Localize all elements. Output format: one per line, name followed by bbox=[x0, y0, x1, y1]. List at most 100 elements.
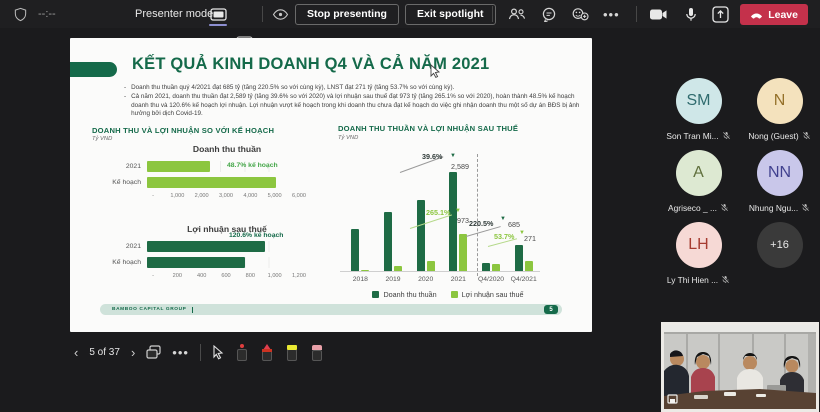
revenue-value-label: 2,589 bbox=[451, 162, 469, 171]
bar-plan bbox=[147, 257, 246, 268]
arrow-marker: ▼ bbox=[519, 230, 525, 236]
mic-muted-icon bbox=[801, 203, 810, 212]
bar-group-q4-2020 bbox=[475, 168, 508, 271]
left-chart-section-title: DOANH THU VÀ LỢI NHUẬN SO VỚI KẾ HOẠCH bbox=[92, 126, 275, 135]
mic-muted-icon bbox=[720, 203, 729, 212]
mic-icon[interactable] bbox=[685, 0, 697, 28]
page-indicator: 5 of 37 bbox=[89, 346, 120, 358]
footer-divider bbox=[192, 306, 194, 313]
leave-button[interactable]: Leave bbox=[740, 4, 808, 25]
eye-view-icon[interactable] bbox=[272, 0, 289, 28]
chart-legend: Doanh thu thuần Lợi nhuận sau thuế bbox=[338, 290, 558, 299]
x-axis: -200 400 600 800 1,000 1,200 bbox=[152, 273, 306, 279]
participant-name: Nong (Guest) bbox=[748, 130, 799, 141]
content-only-mode-icon[interactable] bbox=[207, 0, 229, 28]
participant-tile: +16 bbox=[739, 222, 820, 285]
mic-muted-icon bbox=[721, 275, 730, 284]
profit-value-label: 973 bbox=[457, 216, 469, 225]
bar-row: Kế hoạch bbox=[92, 177, 322, 188]
presenter-mode-label: Presenter mode bbox=[135, 8, 214, 20]
avatar[interactable]: LH bbox=[675, 222, 722, 268]
meeting-timer: --:-- bbox=[38, 8, 56, 20]
red-pen-tool[interactable] bbox=[260, 343, 274, 361]
profit-growth-annotation: 265.1% bbox=[426, 208, 451, 217]
bar-group-q4-2021 bbox=[507, 168, 540, 271]
participant-tile: NN Nhung Ngu... bbox=[739, 150, 820, 213]
participant-name: Agriseco _ ... bbox=[668, 202, 717, 213]
stop-presenting-button[interactable]: Stop presenting bbox=[295, 0, 399, 28]
avatar[interactable]: N bbox=[756, 78, 803, 124]
avatar[interactable]: A bbox=[675, 150, 722, 196]
separator bbox=[262, 6, 263, 22]
plan-percent-annotation: 120.6% kế hoạch bbox=[229, 232, 284, 239]
x-axis: 2018 2019 2020 2021 Q4/2020 Q4/2021 bbox=[352, 276, 537, 283]
separator bbox=[636, 6, 637, 22]
bar-row: 2021 48.7% kế hoạch bbox=[92, 161, 322, 172]
profit-vs-plan-chart: Lợi nhuận sau thuế 2021 120.6% kế hoạch … bbox=[92, 224, 322, 281]
mouse-cursor bbox=[430, 64, 441, 78]
next-slide-button[interactable]: › bbox=[130, 344, 136, 360]
avatar[interactable]: NN bbox=[756, 150, 803, 196]
camera-icon[interactable] bbox=[649, 0, 668, 28]
arrow-marker: ▼ bbox=[500, 216, 506, 222]
x-axis: -1,000 2,000 3,000 4,000 5,000 6,000 bbox=[152, 193, 306, 199]
participant-name: Son Tran Mi... bbox=[666, 130, 719, 141]
bar-row: 2021 120.6% kế hoạch bbox=[92, 232, 322, 252]
bar-group-2018 bbox=[344, 168, 377, 271]
separator bbox=[492, 6, 493, 22]
bar-plan bbox=[147, 177, 277, 188]
avatar[interactable]: SM bbox=[675, 78, 722, 124]
plot-area bbox=[340, 168, 540, 272]
previous-slide-button[interactable]: ‹ bbox=[74, 344, 79, 360]
presentation-slide: KẾT QUẢ KINH DOANH Q4 VÀ CẢ NĂM 2021 - Do… bbox=[70, 38, 592, 332]
mic-muted-icon bbox=[722, 131, 730, 140]
legend-swatch bbox=[450, 291, 458, 298]
shield-icon bbox=[13, 0, 28, 28]
laser-pointer-tool[interactable] bbox=[235, 343, 249, 361]
slide-page-badge: 5 bbox=[544, 305, 558, 314]
revenue-growth-annotation: 39.6% bbox=[422, 152, 443, 161]
participant-name: Nhung Ngu... bbox=[748, 202, 799, 213]
footer-brand: BAMBOO CAPITAL GROUP bbox=[112, 307, 187, 312]
slide-grid-icon[interactable] bbox=[146, 345, 161, 359]
participant-tile: SM Son Tran Mi... bbox=[658, 78, 739, 141]
mic-muted-icon bbox=[802, 131, 810, 140]
q4-profit-value-label: 271 bbox=[524, 234, 536, 243]
share-icon[interactable] bbox=[712, 0, 729, 28]
room-video-tile[interactable] bbox=[661, 322, 819, 412]
phone-hangup-icon bbox=[751, 13, 763, 19]
year-quarter-divider bbox=[477, 154, 478, 276]
title-accent-flag bbox=[70, 62, 117, 77]
q4-revenue-growth-annotation: 220.5% bbox=[469, 219, 494, 228]
participant-tile: LH Ly Thi Hien ... bbox=[658, 222, 739, 285]
more-options-icon[interactable]: ••• bbox=[603, 6, 620, 22]
eraser-tool[interactable] bbox=[310, 344, 324, 361]
chart-unit: Tỷ VND bbox=[338, 135, 359, 141]
exit-spotlight-button[interactable]: Exit spotlight bbox=[405, 0, 496, 28]
separator bbox=[199, 343, 201, 361]
highlighter-tool[interactable] bbox=[285, 344, 299, 361]
arrow-marker: ▼ bbox=[455, 208, 461, 214]
presentation-toolbar: ‹ 5 of 37 › ••• bbox=[74, 340, 324, 364]
bar-2021 bbox=[147, 161, 210, 172]
room-video-feed bbox=[664, 325, 816, 409]
chart-title: Lợi nhuận sau thuế bbox=[187, 224, 267, 234]
bar-row: Kế hoạch bbox=[92, 257, 322, 268]
participant-name: Ly Thi Hien ... bbox=[666, 274, 719, 285]
pointer-tool[interactable] bbox=[212, 344, 224, 360]
participant-tile: A Agriseco _ ... bbox=[658, 150, 739, 213]
chat-icon[interactable] bbox=[541, 0, 557, 28]
overflow-participants-avatar[interactable]: +16 bbox=[756, 222, 803, 268]
plan-percent-annotation: 48.7% kế hoạch bbox=[227, 162, 278, 169]
bullet-item: - Doanh thu thuần quý 4/2021 đạt 685 tỷ (… bbox=[124, 84, 455, 91]
chart-title: DOANH THU THUẦN VÀ LỢI NHUẬN SAU THUẾ bbox=[338, 124, 519, 133]
q4-revenue-value-label: 685 bbox=[508, 220, 520, 229]
slide-bullets: - Doanh thu thuần quý 4/2021 đạt 685 tỷ (… bbox=[124, 84, 592, 119]
bar-2021 bbox=[147, 241, 266, 252]
toolbar-more-icon[interactable]: ••• bbox=[172, 344, 189, 360]
participants-icon[interactable] bbox=[508, 0, 526, 28]
q4-profit-growth-annotation: 53.7% bbox=[494, 232, 515, 241]
revenue-vs-plan-chart: Doanh thu thuần 2021 48.7% kế hoạch Kế h… bbox=[92, 144, 322, 201]
reactions-icon[interactable] bbox=[571, 0, 589, 28]
